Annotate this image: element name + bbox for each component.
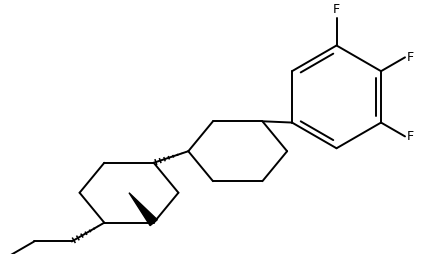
Text: F: F — [407, 51, 414, 64]
Text: F: F — [407, 130, 414, 143]
Polygon shape — [129, 193, 157, 226]
Text: F: F — [333, 3, 340, 16]
